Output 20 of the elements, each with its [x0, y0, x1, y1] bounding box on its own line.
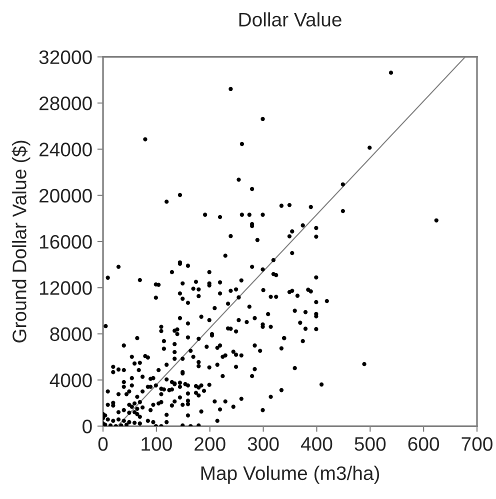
y-tick-label: 0: [82, 420, 92, 434]
y-tick-label: 16000: [40, 234, 92, 249]
x-tick-label: 100: [142, 437, 172, 451]
y-tick-label: 4000: [50, 373, 92, 388]
x-tick-label: 0: [98, 437, 108, 451]
y-tick-label: 28000: [40, 96, 92, 110]
x-tick-label: 500: [354, 437, 386, 451]
x-tick-label: 700: [462, 437, 492, 451]
y-tick-label: 20000: [40, 188, 92, 203]
y-tick-label: 32000: [39, 50, 92, 64]
y-axis-title: Ground Dollar Value ($): [12, 140, 30, 342]
x-tick-label: 200: [194, 437, 226, 451]
y-tick-label: 8000: [50, 327, 92, 342]
x-axis-title: Map Volume (m3/ha): [201, 466, 380, 484]
y-tick-label: 24000: [40, 142, 92, 156]
x-tick-label: 400: [300, 437, 332, 451]
x-tick-label: 300: [248, 437, 279, 451]
x-tick-label: 600: [408, 437, 440, 451]
y-tick-label: 12000: [40, 281, 92, 295]
chart-title: Dollar Value: [239, 12, 342, 27]
